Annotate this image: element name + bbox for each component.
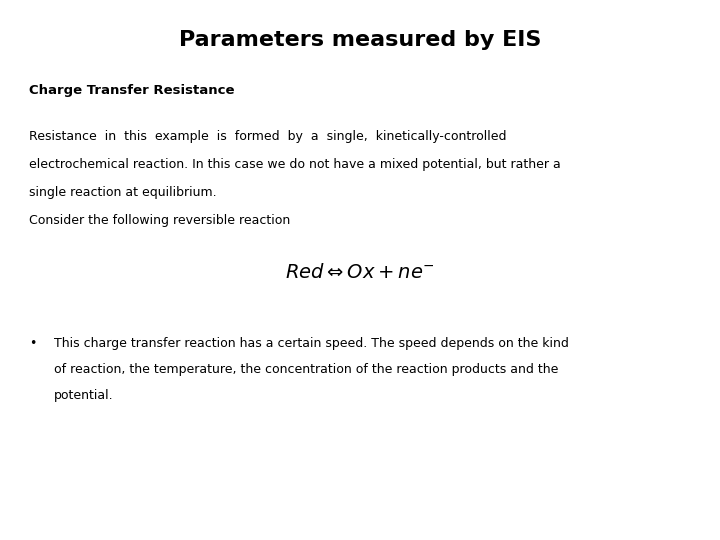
Text: of reaction, the temperature, the concentration of the reaction products and the: of reaction, the temperature, the concen… <box>54 363 559 376</box>
Text: Parameters measured by EIS: Parameters measured by EIS <box>179 30 541 50</box>
Text: This charge transfer reaction has a certain speed. The speed depends on the kind: This charge transfer reaction has a cert… <box>54 338 569 350</box>
Text: Consider the following reversible reaction: Consider the following reversible reacti… <box>29 214 290 227</box>
Text: electrochemical reaction. In this case we do not have a mixed potential, but rat: electrochemical reaction. In this case w… <box>29 158 561 171</box>
Text: single reaction at equilibrium.: single reaction at equilibrium. <box>29 186 217 199</box>
Text: •: • <box>29 338 36 350</box>
Text: $Red \Leftrightarrow Ox + ne^{-}$: $Red \Leftrightarrow Ox + ne^{-}$ <box>285 263 435 282</box>
Text: Resistance  in  this  example  is  formed  by  a  single,  kinetically-controlle: Resistance in this example is formed by … <box>29 130 506 143</box>
Text: Charge Transfer Resistance: Charge Transfer Resistance <box>29 84 234 97</box>
Text: potential.: potential. <box>54 389 114 402</box>
